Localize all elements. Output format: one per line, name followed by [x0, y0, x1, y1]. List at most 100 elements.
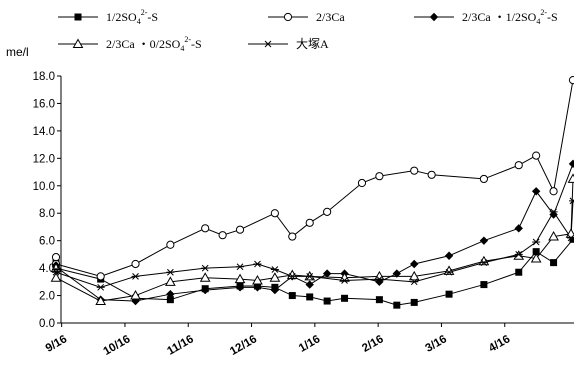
- axes: [60, 76, 574, 324]
- data-point: [288, 292, 296, 300]
- data-point: [288, 272, 297, 280]
- y-tick-label: 2.0: [39, 291, 55, 303]
- data-point: [357, 178, 367, 188]
- series-line: [55, 238, 574, 306]
- legend-item: 1/2SO42--S: [58, 8, 158, 26]
- legend-label: 2/3Ca: [316, 10, 345, 24]
- data-point: [95, 295, 107, 306]
- data-point: [549, 187, 558, 196]
- data-point: [410, 298, 418, 306]
- x-tick-label: 1/16: [297, 333, 322, 355]
- data-point: [234, 273, 246, 284]
- data-point: [339, 272, 350, 282]
- legend-label: 2/3Ca ・0/2SO42--S: [106, 35, 202, 53]
- data-point: [444, 251, 454, 260]
- data-point: [131, 272, 140, 280]
- data-point: [164, 276, 176, 286]
- legend-marker: [72, 38, 84, 48]
- data-point: [50, 272, 62, 282]
- data-point: [445, 290, 453, 298]
- data-point: [52, 268, 60, 276]
- data-point: [479, 259, 488, 266]
- data-point: [532, 248, 540, 256]
- data-point: [235, 283, 245, 292]
- legend-item: 2/3Ca: [268, 10, 345, 24]
- data-point: [549, 208, 558, 216]
- x-tick-label: 12/16: [228, 333, 259, 358]
- legend-marker: [74, 13, 82, 21]
- x-axis-ticks: 9/16 10/16 11/16 12/16 1/16 2/16 3/16 4/16: [44, 323, 512, 358]
- legend-item: 大塚A: [248, 37, 329, 51]
- data-point: [166, 296, 174, 304]
- data-point: [270, 266, 279, 273]
- data-point: [515, 268, 523, 276]
- data-point: [479, 174, 489, 184]
- data-point: [340, 277, 349, 284]
- data-point: [375, 275, 384, 283]
- data-point: [548, 231, 559, 241]
- data-point: [269, 272, 281, 282]
- data-point: [393, 301, 401, 309]
- data-point: [323, 207, 332, 216]
- data-point: [427, 170, 436, 179]
- data-point: [270, 285, 280, 295]
- series-lines: [55, 80, 574, 306]
- y-tick-label: 6.0: [39, 236, 55, 248]
- y-tick-label: 8.0: [39, 208, 55, 220]
- series-line: [55, 178, 574, 302]
- data-point: [199, 272, 211, 282]
- data-point: [130, 290, 141, 300]
- y-tick-label: 16.0: [33, 98, 55, 110]
- data-point: [270, 209, 279, 218]
- data-point: [445, 268, 454, 276]
- data-point: [286, 269, 298, 279]
- data-point: [374, 270, 385, 281]
- data-point: [200, 285, 210, 295]
- data-point: [253, 260, 262, 268]
- data-point: [305, 272, 314, 280]
- y-axis-unit-label: me/l: [6, 45, 29, 59]
- y-tick-label: 0.0: [39, 318, 55, 330]
- x-tick-label: 2/16: [360, 333, 385, 355]
- data-point: [235, 225, 245, 234]
- data-point: [96, 272, 105, 281]
- data-point: [375, 296, 383, 304]
- data-point: [51, 253, 61, 262]
- data-point: [392, 269, 402, 278]
- data-point: [323, 297, 331, 305]
- legend-marker: [429, 12, 439, 22]
- y-tick-label: 18.0: [33, 71, 55, 83]
- data-point: [166, 268, 175, 276]
- data-point: [568, 159, 574, 169]
- data-point: [567, 173, 574, 183]
- data-point: [410, 278, 419, 286]
- x-tick-label: 11/16: [165, 333, 195, 357]
- data-point: [549, 210, 558, 219]
- x-tick-label: 10/16: [102, 333, 133, 358]
- x-tick-label: 4/16: [487, 333, 512, 355]
- data-point: [201, 264, 210, 272]
- data-point: [253, 283, 262, 292]
- data-point: [532, 151, 541, 160]
- data-point: [479, 236, 489, 245]
- data-point: [514, 224, 523, 233]
- data-point: [410, 166, 419, 175]
- legend: 1/2SO42--S 2/3Ca 2/3Ca ・1/2SO42--S 2/3Ca ・0…: [58, 8, 558, 53]
- data-point: [530, 252, 542, 263]
- data-point: [218, 231, 227, 240]
- data-point: [569, 197, 574, 205]
- data-point: [306, 293, 314, 301]
- data-point: [480, 281, 488, 289]
- data-point: [408, 270, 420, 281]
- data-point: [514, 161, 523, 170]
- data-point: [322, 269, 332, 278]
- data-point: [550, 259, 558, 267]
- data-point: [252, 274, 263, 285]
- data-point: [375, 172, 384, 181]
- data-point: [531, 187, 541, 196]
- legend-item: 2/3Ca ・0/2SO42--S: [58, 35, 202, 53]
- data-point: [514, 251, 523, 258]
- y-axis-ticks: 0.02.04.06.08.010.012.014.016.018.0: [33, 71, 61, 330]
- data-point: [341, 294, 349, 302]
